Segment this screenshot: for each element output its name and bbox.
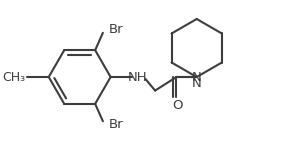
Text: N: N (192, 71, 202, 84)
Text: O: O (172, 99, 183, 112)
Text: Br: Br (109, 23, 123, 36)
Text: CH₃: CH₃ (2, 71, 25, 84)
Text: N: N (192, 77, 202, 90)
Text: Br: Br (109, 118, 123, 131)
Text: NH: NH (128, 71, 147, 84)
